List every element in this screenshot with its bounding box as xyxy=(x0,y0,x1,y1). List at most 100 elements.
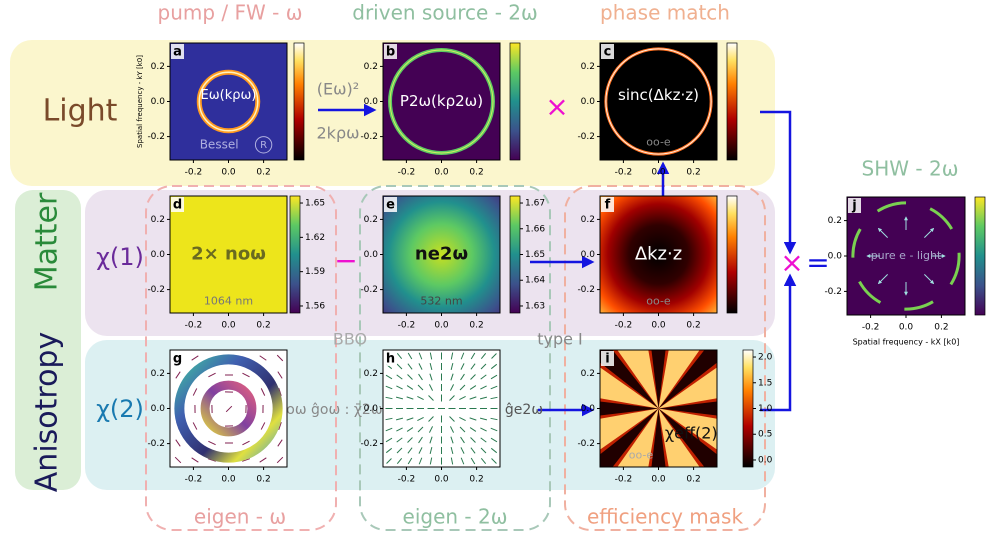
x-tick-label: 0.0 xyxy=(221,168,236,178)
polarization-tick xyxy=(449,426,455,433)
field-arrow xyxy=(877,274,888,285)
panel-letter: c xyxy=(604,45,612,60)
panel-label: oo-e xyxy=(646,135,671,148)
polarization-tick xyxy=(395,396,404,400)
colorbar-tick-label: 1.0 xyxy=(758,404,773,414)
polarization-tick xyxy=(469,396,477,400)
polarization-tick xyxy=(450,362,454,371)
polarization-tick xyxy=(450,373,454,381)
x-tick-label: 0.2 xyxy=(256,475,270,485)
y-tick-label: 0.2 xyxy=(151,215,165,225)
column-footer: eigen - 2ω xyxy=(403,505,508,529)
polarization-tick xyxy=(470,437,476,443)
y-tick-label: -0.2 xyxy=(577,439,595,449)
ring xyxy=(605,48,712,155)
polarization-tick xyxy=(450,352,454,360)
row-label: Light xyxy=(43,94,118,129)
y-tick-label: 0.0 xyxy=(151,250,166,260)
panel-letter: d xyxy=(173,198,182,213)
polarization-tick xyxy=(407,457,413,465)
polarization-tick xyxy=(417,416,424,422)
letter-bg xyxy=(171,44,184,59)
colorbar xyxy=(293,42,305,161)
colorbar-tick-label: 1.65 xyxy=(525,250,545,260)
polarization-tick xyxy=(191,457,199,463)
polarization-tick xyxy=(277,371,283,379)
polarization-tick xyxy=(192,388,198,396)
polarization-tick xyxy=(459,395,466,401)
polarization-tick xyxy=(490,447,498,454)
petal xyxy=(658,350,700,409)
polarization-tick xyxy=(491,353,497,359)
polarization-tick xyxy=(490,363,498,370)
output-title: SHW - 2ω xyxy=(862,157,959,181)
polarization-tick xyxy=(385,437,393,443)
x-tick-label: -0.2 xyxy=(398,321,416,331)
letter-bg xyxy=(384,351,397,366)
colorbar xyxy=(509,42,521,161)
ring xyxy=(254,136,273,154)
x-tick-label: 0.0 xyxy=(899,323,914,333)
polarization-tick xyxy=(259,355,267,361)
panel-label: 532 nm xyxy=(420,294,462,307)
x-tick-label: -0.2 xyxy=(615,321,633,331)
polarization-tick xyxy=(242,440,250,446)
polarization-tick xyxy=(276,354,284,362)
x-tick-label: 0.2 xyxy=(256,321,270,331)
polarization-tick xyxy=(385,385,393,390)
panel-label: ne2ω xyxy=(415,244,468,265)
letter-bg xyxy=(384,44,397,59)
panel-image xyxy=(170,350,287,467)
polarization-tick xyxy=(418,352,423,360)
polarization-tick xyxy=(459,416,466,422)
polarization-tick xyxy=(417,426,424,433)
row-label: χ(2) xyxy=(96,395,144,423)
petal xyxy=(617,408,659,467)
polarization-tick xyxy=(470,352,476,360)
operator: × xyxy=(545,90,568,123)
petal xyxy=(658,408,717,467)
row-label: Anisotropy xyxy=(30,332,65,492)
x-tick-label: -0.2 xyxy=(185,475,203,485)
polarization-tick xyxy=(242,372,250,378)
row-label: Matter xyxy=(30,192,65,291)
colorbar xyxy=(742,349,754,468)
y-tick-label: 0.2 xyxy=(364,215,378,225)
polarization-tick xyxy=(490,396,498,400)
panel-letter: e xyxy=(386,198,395,213)
polarization-tick xyxy=(385,417,393,421)
panel: h -0.2 0.0 0.2 0.2 0.0 -0.2 xyxy=(360,349,501,485)
polarization-tick xyxy=(480,385,487,390)
polarization-tick xyxy=(449,416,455,422)
y-tick-label: 0.2 xyxy=(364,62,378,72)
x-tick-label: 0.0 xyxy=(434,321,449,331)
y-tick-label: -0.2 xyxy=(147,439,165,449)
polarization-tick xyxy=(459,426,466,433)
panel-image xyxy=(600,196,717,313)
polarization-tick xyxy=(418,373,423,381)
polarization-tick xyxy=(479,396,488,400)
petal xyxy=(658,408,717,450)
operator: − xyxy=(334,244,357,277)
x-tick-label: 0.0 xyxy=(434,475,449,485)
polarization-tick xyxy=(480,363,487,370)
panel-label: 1064 nm xyxy=(204,294,253,307)
x-tick-label: -0.2 xyxy=(185,168,203,178)
polarization-tick xyxy=(490,437,498,443)
polarization-tick xyxy=(191,355,199,361)
petal xyxy=(600,367,659,409)
polarization-tick xyxy=(406,417,414,421)
colorbar xyxy=(726,195,738,314)
y-tick-label: 0.2 xyxy=(151,62,165,72)
field-arrow xyxy=(924,227,935,238)
polarization-tick xyxy=(396,385,403,390)
crystal-label: BBO xyxy=(333,330,367,349)
operator: = xyxy=(806,246,829,279)
x-tick-label: -0.2 xyxy=(615,475,633,485)
polarization-tick xyxy=(429,362,433,371)
column-box xyxy=(564,185,766,531)
polarization-tick xyxy=(418,447,423,454)
letter-bg xyxy=(171,197,184,212)
ring xyxy=(851,201,961,311)
